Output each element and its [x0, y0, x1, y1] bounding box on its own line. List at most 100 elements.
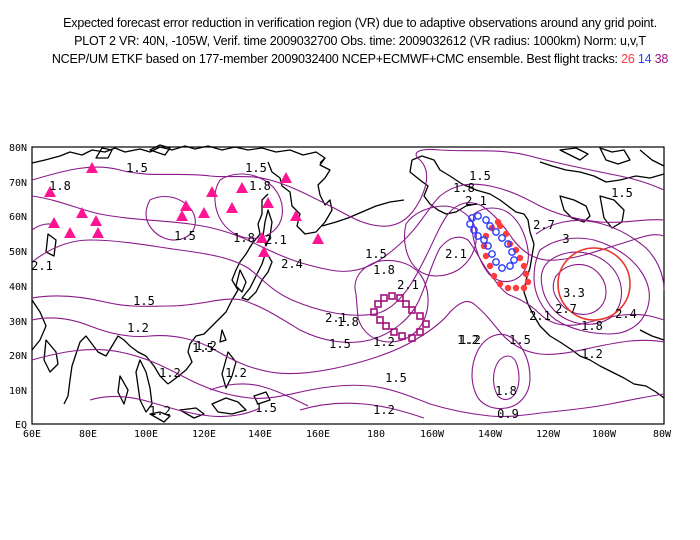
- contour-label: 1.8: [249, 179, 271, 193]
- lat-label: 60N: [9, 212, 27, 223]
- contour-label: 1.2: [373, 335, 395, 349]
- contour-label: 2.1: [31, 259, 53, 273]
- track-38-point: [408, 306, 416, 314]
- contour-label: 1.2: [225, 366, 247, 380]
- contour-label: 2.1: [397, 278, 419, 292]
- contour-label: 1.8: [495, 384, 517, 398]
- track-26-point: [490, 272, 498, 280]
- latitude-labels: EQ 10N 20N 30N 40N 50N 60N 70N 80N: [9, 143, 27, 431]
- track-26-label: 26: [621, 52, 635, 66]
- observation-site-triangle: [258, 246, 270, 257]
- lon-label: 80E: [79, 429, 97, 440]
- contour-label: 1.8: [49, 179, 71, 193]
- track-26-point: [520, 262, 528, 270]
- track-26-point: [506, 240, 514, 248]
- track-14-point: [510, 256, 518, 264]
- lat-label: 30N: [9, 317, 27, 328]
- contour-label: 0.9: [497, 407, 519, 421]
- contour-label: 1.5: [329, 337, 351, 351]
- contour-label: 1.2: [581, 347, 603, 361]
- lat-label: 10N: [9, 386, 27, 397]
- contour-label: 2.1: [325, 311, 347, 325]
- lon-label: 120W: [536, 429, 561, 440]
- contour-label: 3.3: [563, 286, 585, 300]
- observation-site-triangle: [206, 186, 218, 197]
- track-38-point: [402, 300, 410, 308]
- contour-label: 1.8: [233, 231, 255, 245]
- lat-label: 20N: [9, 351, 27, 362]
- plot-title-line2: PLOT 2 VR: 40N, -105W, Verif. time 20090…: [74, 34, 646, 48]
- contour-label: 2.4: [615, 307, 637, 321]
- contour-label: 1.2: [373, 403, 395, 417]
- track-14-point: [486, 222, 494, 230]
- track-38-point: [382, 322, 390, 330]
- contour-label: 1.5: [385, 371, 407, 385]
- observation-site-triangle: [280, 172, 292, 183]
- observation-site-triangle: [76, 207, 88, 218]
- track-26-point: [482, 252, 490, 260]
- flight-track-14: [466, 212, 518, 272]
- observation-site-triangle: [198, 207, 210, 218]
- track-26-point: [512, 284, 520, 292]
- track-14-point: [480, 236, 488, 244]
- contour-label: 1.2: [159, 366, 181, 380]
- track-26-point: [524, 278, 532, 286]
- contour-label: 2.7: [533, 218, 555, 232]
- track-14-point: [504, 240, 512, 248]
- flight-track-38: [370, 292, 430, 342]
- observation-site-triangle: [92, 227, 104, 238]
- observation-site-triangle: [180, 200, 192, 211]
- observation-site-triangle: [86, 162, 98, 173]
- observation-site-triangle: [176, 210, 188, 221]
- contour-label: 1.8: [337, 315, 359, 329]
- contour-label: 1.5: [133, 294, 155, 308]
- track-26-point: [516, 254, 524, 262]
- track-38-point: [396, 294, 404, 302]
- lon-label: 140W: [478, 429, 503, 440]
- error-reduction-contours: [31, 148, 665, 419]
- track-38-point: [390, 328, 398, 336]
- lat-label: 40N: [9, 282, 27, 293]
- track-14-point: [498, 234, 506, 242]
- contour-label: 1.2: [149, 404, 171, 418]
- track-38-point: [370, 308, 378, 316]
- plot-title-line3: NCEP/UM ETKF based on 177-member 2009032…: [10, 52, 700, 66]
- contour-label: 2.1: [445, 247, 467, 261]
- track-38-point: [376, 316, 384, 324]
- lon-label: 160W: [420, 429, 445, 440]
- contour-label: 1.2: [127, 321, 149, 335]
- track-14-point: [508, 248, 516, 256]
- contour-label: 1.2: [457, 333, 479, 347]
- contour-label: 1.5: [611, 186, 633, 200]
- coastlines: [31, 144, 665, 423]
- contour-label: 2.1: [465, 194, 487, 208]
- observation-site-triangle: [262, 197, 274, 208]
- lon-label: 120E: [192, 429, 216, 440]
- title-line3-text: NCEP/UM ETKF based on 177-member 2009032…: [51, 52, 622, 66]
- lat-label: 80N: [9, 143, 27, 154]
- lon-label: 180: [367, 429, 385, 440]
- contour-label: 1.5: [245, 161, 267, 175]
- contour-label: 1.5: [126, 161, 148, 175]
- track-26-point: [512, 246, 520, 254]
- observation-site-triangle: [90, 215, 102, 226]
- contour-label: 1.5: [365, 247, 387, 261]
- contour-label: 1.8: [453, 181, 475, 195]
- observation-site-triangle: [226, 202, 238, 213]
- track-38-label: 38: [654, 52, 669, 66]
- track-26-point: [520, 284, 528, 292]
- lon-label: 100W: [592, 429, 617, 440]
- track-38-point: [416, 312, 424, 320]
- observation-sites: [44, 162, 324, 257]
- longitude-labels: 60E 80E 100E 120E 140E 160E 180 160W 140W 120W 100…: [23, 429, 672, 440]
- track-14-point: [506, 262, 514, 270]
- contour-label: 1.5: [509, 333, 531, 347]
- track-26-point: [486, 262, 494, 270]
- observation-site-triangle: [312, 233, 324, 244]
- lon-label: 160E: [306, 429, 330, 440]
- track-26-point: [522, 270, 530, 278]
- track-14-point: [498, 264, 506, 272]
- contour-label: 1.8: [373, 263, 395, 277]
- contour-label: 3: [562, 232, 569, 246]
- observation-site-triangle: [256, 232, 268, 243]
